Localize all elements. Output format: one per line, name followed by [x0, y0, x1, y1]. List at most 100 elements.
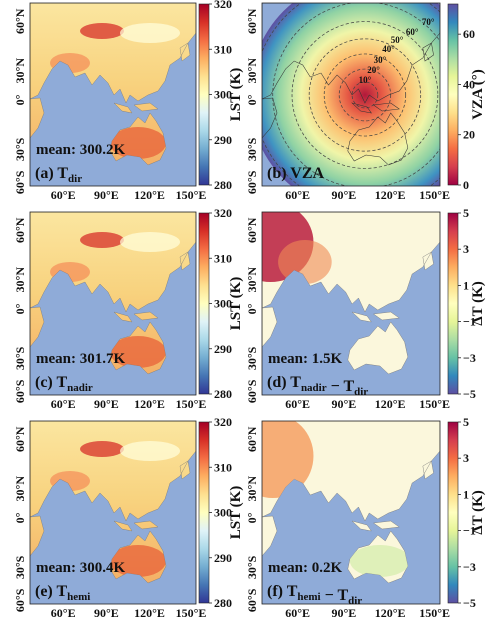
contour-label: 10° [359, 75, 372, 85]
y-tick-label: 30°N [245, 267, 259, 293]
colorbar-tick-label: 320 [214, 415, 232, 429]
colorbar-label: VZA (°) [470, 69, 486, 120]
panel-label: (a) Tdir [35, 165, 82, 185]
contour-label: 60° [406, 27, 419, 37]
colorbar-tick-label: 320 [214, 206, 232, 220]
x-tick-label: 60°E [51, 188, 76, 202]
hot-spot [262, 421, 314, 498]
y-tick-label: 0° [245, 512, 259, 523]
panel: 60°E 90°E 120°E 150°E 60°N 30°N 0° 30°S 60°S mean… [13, 206, 244, 411]
map-frame [29, 420, 197, 605]
vza-contour [351, 81, 379, 109]
y-tick-label: 60°N [13, 8, 27, 34]
y-tick-label: 30°N [245, 58, 259, 84]
colorbar-tick-label: 290 [214, 551, 232, 565]
map [30, 3, 196, 186]
panel: 60°E 90°E 120°E 150°E 60°N 30°N 0° 30°S 60°S mean… [13, 0, 244, 202]
colorbar-label: LST (K) [228, 68, 244, 122]
hot-spot [278, 240, 332, 284]
land-layer [30, 212, 196, 375]
colorbar-tick-label: 0 [463, 178, 469, 192]
panel-label: (f) Themi − Tdir [267, 583, 362, 607]
colorbar-label: ΔT (K) [470, 281, 486, 326]
colorbar-tick-label: −3 [463, 351, 476, 365]
y-tick-label: 30°S [13, 555, 27, 579]
y-tick-label: 30°S [245, 346, 259, 370]
contour-label: 50° [391, 35, 404, 45]
colorbar-tick-label: −1 [463, 524, 476, 538]
y-tick-label: 30°S [245, 137, 259, 161]
y-tick-label: 0° [13, 94, 27, 105]
vza-contour [338, 68, 392, 122]
hot-spot [80, 441, 124, 457]
y-tick-label: 60°S [13, 379, 27, 403]
label-text: − T [327, 378, 355, 395]
x-tick-label: 60°E [285, 606, 310, 620]
label-sub: dir [68, 173, 82, 185]
y-tick-label: 60°S [245, 170, 259, 194]
y-tick-label: 60°N [245, 426, 259, 452]
map-frame [261, 211, 441, 396]
y-tick-label: 60°N [13, 426, 27, 452]
hot-spot [110, 336, 166, 368]
colorbar [447, 421, 459, 604]
y-tick-label: 30°N [245, 476, 259, 502]
y-tick-label: 30°S [245, 555, 259, 579]
colorbar [447, 3, 459, 186]
label-sub: nadir [67, 382, 93, 394]
colorbar-tick-label: 310 [214, 42, 232, 56]
x-tick-label: 60°E [51, 397, 76, 411]
x-tick-label: 60°E [285, 397, 310, 411]
mean-label: mean: 0.2K [268, 560, 342, 576]
label-sub: hemi [67, 591, 90, 603]
label-sub: hemi [297, 591, 320, 603]
cool-spot [120, 232, 180, 252]
contour-label: 70° [422, 17, 435, 27]
hot-spots [50, 232, 180, 368]
label-text: (a) T [35, 165, 68, 182]
map-frame [261, 2, 441, 187]
hot-spots [50, 441, 180, 577]
colorbar-tick-label: 300 [214, 88, 232, 102]
cool-spot [349, 545, 410, 577]
contour-label: 20° [367, 65, 380, 75]
y-tick-label: 60°N [245, 217, 259, 243]
x-tick-label: 90°E [94, 397, 119, 411]
label-text: (b) VZA [267, 165, 324, 182]
colorbar [198, 212, 210, 395]
colorbar-tick-label: −5 [463, 387, 476, 401]
panel: 60°E 90°E 120°E 150°E 60°N 30°N 0° 30°S 60°S mean… [13, 415, 244, 620]
y-tick-label: 30°S [13, 346, 27, 370]
label-text: − T [321, 587, 349, 604]
map [262, 421, 440, 604]
vza-contour [272, 3, 440, 186]
vza-disk [262, 3, 440, 186]
panel-label: (d) Tnadir − Tdir [267, 374, 368, 398]
vza-contour [291, 21, 439, 169]
y-tick-label: 30°N [13, 58, 27, 84]
x-tick-label: 120°E [134, 188, 165, 202]
y-tick-label: 0° [245, 94, 259, 105]
land-layer [30, 421, 196, 584]
y-tick-label: 60°N [13, 217, 27, 243]
colorbar-tick-label: 320 [214, 0, 232, 11]
colorbar-tick-label: 60 [463, 27, 475, 41]
colorbar-tick-label: 310 [214, 460, 232, 474]
panel-label: (e) Themi [35, 583, 90, 603]
map [30, 421, 196, 604]
colorbar-tick-label: −3 [463, 560, 476, 574]
colorbar-tick-label: 290 [214, 133, 232, 147]
x-tick-label: 150°E [419, 606, 450, 620]
x-tick-label: 60°E [51, 606, 76, 620]
cool-spot [120, 441, 180, 461]
map [262, 212, 440, 395]
label-text: (e) T [35, 583, 67, 600]
x-tick-label: 90°E [94, 188, 119, 202]
mean-label: mean: 301.7K [36, 351, 125, 367]
y-tick-label: 0° [245, 303, 259, 314]
panel: 10°20°30°40°50°60°70° 60°E 90°E 120°E 150°E 6… [245, 2, 486, 202]
colorbar [198, 421, 210, 604]
map-frame [261, 420, 441, 605]
mean-label: mean: 300.4K [36, 560, 125, 576]
hot-spots [262, 421, 410, 577]
